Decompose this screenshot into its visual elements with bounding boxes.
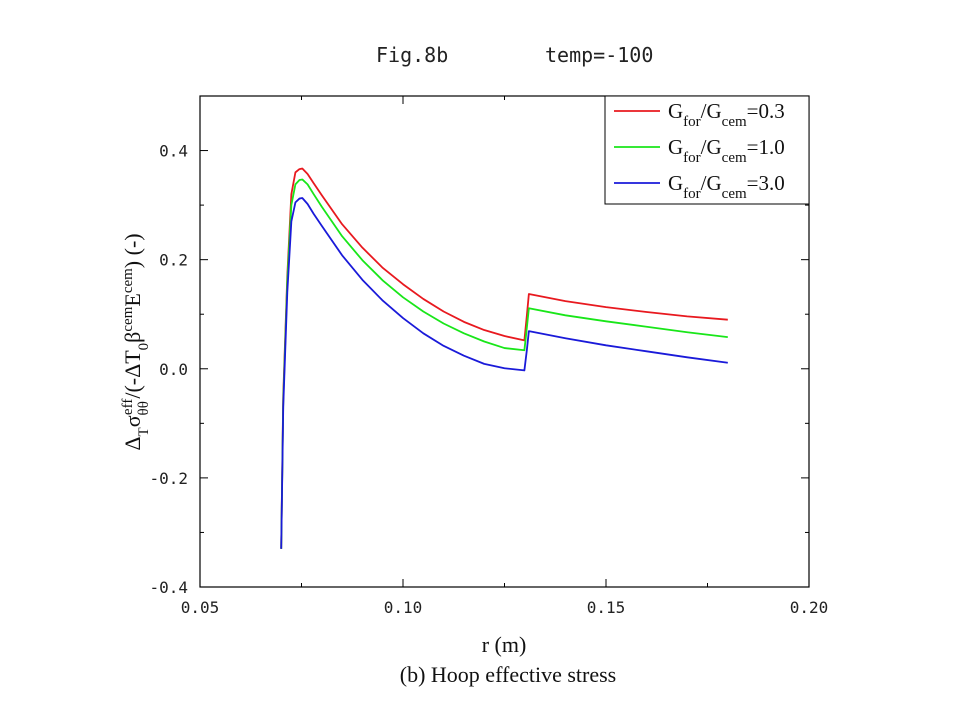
x-tick-label: 0.20 <box>790 598 829 617</box>
x-axis-label: r (m) <box>482 632 527 657</box>
legend: Gfor/Gcem=0.3 Gfor/Gcem=1.0 Gfor/Gcem=3.0 <box>604 95 810 205</box>
x-tick-label: 0.15 <box>587 598 626 617</box>
y-tick-label: 0.0 <box>159 360 188 379</box>
series-line-2 <box>280 178 728 549</box>
legend-box <box>604 95 810 205</box>
x-tick-label: 0.05 <box>181 598 220 617</box>
y-tick-label: 0.4 <box>159 142 188 161</box>
y-tick-label: -0.4 <box>149 578 188 597</box>
x-tick-label: 0.10 <box>384 598 423 617</box>
series-line-1 <box>280 167 728 549</box>
series-lines <box>280 167 728 549</box>
temperature-label: temp=-100 <box>545 43 653 67</box>
y-tick-label: 0.2 <box>159 251 188 270</box>
legend-label-2: Gfor/Gcem=1.0 <box>668 135 785 166</box>
series-line-3 <box>280 197 728 549</box>
legend-label-1: Gfor/Gcem=0.3 <box>668 99 785 130</box>
figure-number: Fig.8b <box>376 43 448 67</box>
y-tick-label: -0.2 <box>149 469 188 488</box>
y-axis-label: ΔTσθθeff/(-ΔT0βcemEcem) (-) <box>120 233 152 450</box>
axis-tick-labels: 0.05 0.10 0.15 0.20 -0.4 -0.2 0.0 0.2 0.4 <box>149 142 828 617</box>
figure-caption: (b) Hoop effective stress <box>400 662 616 687</box>
legend-label-3: Gfor/Gcem=3.0 <box>668 171 785 202</box>
